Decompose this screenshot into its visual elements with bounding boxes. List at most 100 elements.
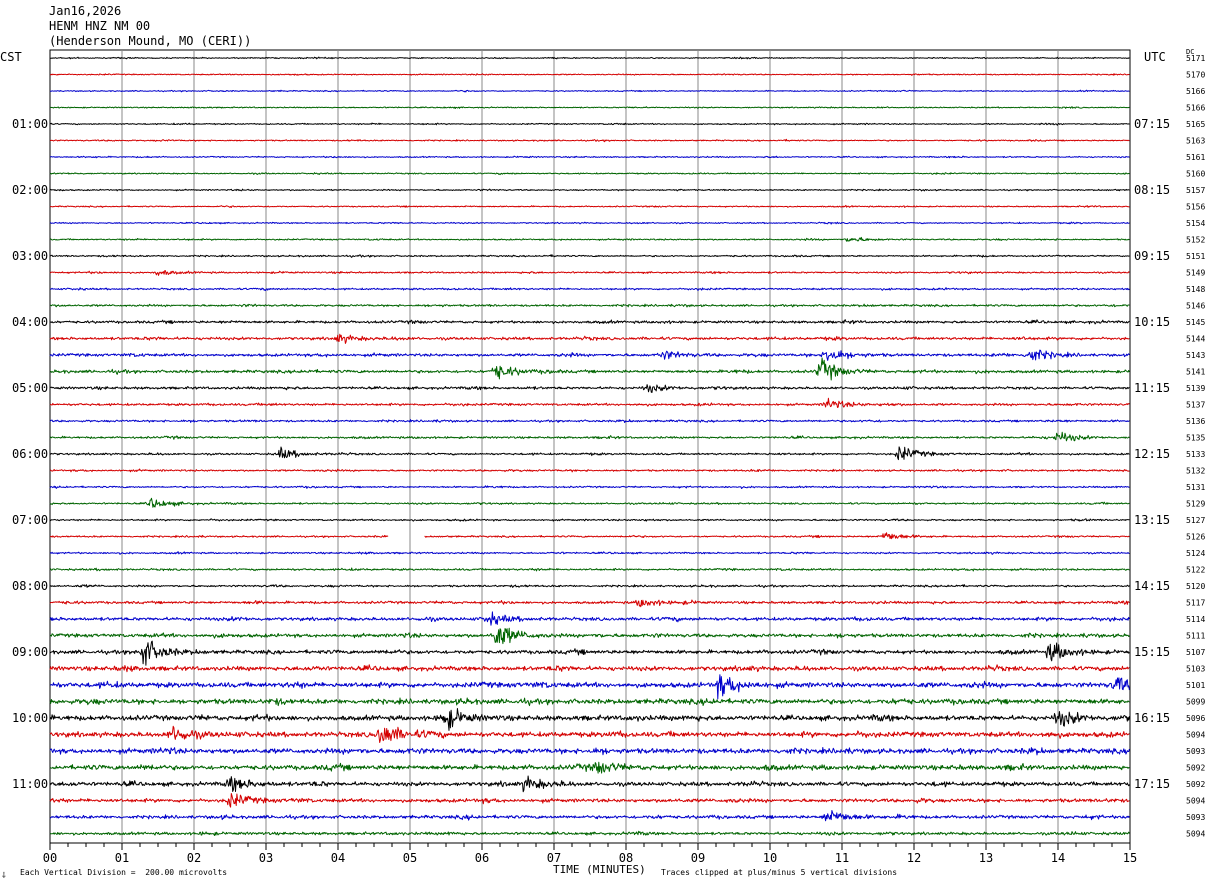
x-tick-label: 07: [547, 851, 561, 865]
x-tick-label: 14: [1051, 851, 1065, 865]
dc-offset-label: 5136: [1186, 417, 1205, 426]
trace-row: [49, 810, 1130, 822]
x-tick-label: 11: [835, 851, 849, 865]
trace-row: [49, 468, 1130, 473]
x-tick-label: 00: [43, 851, 57, 865]
plot-frame: [49, 49, 1131, 844]
clip-note: Traces clipped at plus/minus 5 vertical …: [661, 868, 898, 877]
dc-offset-label: 5093: [1186, 747, 1205, 756]
dc-offset-label: 5160: [1186, 170, 1205, 179]
trace-row: [49, 56, 1130, 60]
x-tick-label: 12: [907, 851, 921, 865]
left-timezone-label: CST: [0, 50, 22, 64]
trace-row: [49, 775, 1130, 793]
dc-offset-label: 5094: [1186, 731, 1205, 740]
station-channel: HENM HNZ NM 00: [49, 19, 151, 33]
trace-row: [49, 567, 1130, 572]
trace-row: [49, 333, 1130, 344]
dc-offset-label: 5149: [1186, 269, 1205, 278]
dc-offset-label: 5124: [1186, 549, 1205, 558]
dc-offset-label: 5154: [1186, 219, 1205, 228]
dc-offset-label: 5146: [1186, 302, 1205, 311]
x-tick-label: 04: [331, 851, 345, 865]
station-location: (Henderson Mound, MO (CERI)): [49, 34, 252, 48]
trace-row: [49, 497, 1130, 508]
dc-offset-label: 5166: [1186, 87, 1205, 96]
right-hour-label: 15:15: [1134, 645, 1170, 659]
left-hour-label: 01:00: [12, 117, 48, 131]
trace-row: [49, 155, 1130, 159]
trace-row: [49, 697, 1130, 707]
dc-offset-label: 5157: [1186, 186, 1205, 195]
station-date: Jan16,2026: [49, 4, 122, 18]
right-timezone-label: UTC: [1144, 50, 1166, 64]
trace-row: [49, 236, 1130, 242]
trace-row: [50, 303, 1130, 308]
right-hour-label: 08:15: [1134, 183, 1170, 197]
dc-offset-label: 5170: [1186, 71, 1205, 80]
trace-row: [49, 188, 1130, 192]
dc-offset-label: 5145: [1186, 318, 1205, 327]
dc-offset-label: 5120: [1186, 582, 1205, 591]
trace-row: [49, 627, 1130, 645]
dc-offset-label: 5129: [1186, 500, 1205, 509]
trace-row: [50, 106, 1130, 109]
dc-offset-label: 5152: [1186, 236, 1205, 245]
trace-row: [49, 747, 1130, 756]
x-tick-label: 08: [619, 851, 633, 865]
dc-offset-label: 5094: [1186, 797, 1205, 806]
trace-row: [49, 204, 1130, 208]
dc-offset-label: 5111: [1186, 632, 1205, 641]
trace-row: [49, 664, 1130, 673]
trace-row: [49, 611, 1130, 626]
trace-row: [50, 357, 1130, 381]
trace-row: [49, 725, 1130, 743]
trace-row: [49, 287, 1130, 292]
x-tick-label: 03: [259, 851, 273, 865]
dc-offset-label: 5099: [1186, 698, 1205, 707]
left-hour-label: 02:00: [12, 183, 48, 197]
right-hour-label: 16:15: [1134, 711, 1170, 725]
dc-offset-label: 5165: [1186, 120, 1205, 129]
trace-row: [49, 793, 1130, 808]
right-hour-label: 14:15: [1134, 579, 1170, 593]
dc-offset-label: 5163: [1186, 137, 1205, 146]
dc-offset-label: 5161: [1186, 153, 1205, 162]
trace-row: [49, 270, 1130, 276]
dc-offset-label: 5171: [1186, 54, 1205, 63]
trace-row: [49, 584, 1130, 589]
x-axis-title: TIME (MINUTES): [553, 863, 646, 876]
trace-row: [49, 349, 1130, 361]
x-tick-label: 09: [691, 851, 705, 865]
dc-offset-label: 5103: [1186, 665, 1205, 674]
right-hour-label: 07:15: [1134, 117, 1170, 131]
trace-row: [49, 551, 1130, 555]
right-hour-label: 12:15: [1134, 447, 1170, 461]
dc-offset-label: 5139: [1186, 384, 1205, 393]
trace-row: [49, 708, 1130, 731]
trace-row: [49, 532, 1130, 540]
dc-offset-label: 5141: [1186, 368, 1205, 377]
trace-row: [49, 485, 1130, 489]
dc-label: DC: [1186, 48, 1195, 56]
trace-row: [49, 384, 1130, 393]
trace-row: [49, 254, 1130, 258]
trace-row: [49, 172, 1130, 176]
dc-offset-label: 5122: [1186, 566, 1205, 575]
x-tick-label: 01: [115, 851, 129, 865]
right-hour-label: 09:15: [1134, 249, 1170, 263]
dc-offset-label: 5096: [1186, 714, 1205, 723]
x-tick-label: 06: [475, 851, 489, 865]
dc-offset-label: 5107: [1186, 648, 1205, 657]
dc-offset-label: 5127: [1186, 516, 1205, 525]
trace-row: [49, 419, 1130, 423]
x-tick-label: 02: [187, 851, 201, 865]
dc-offset-label: 5126: [1186, 533, 1205, 542]
trace-row: [49, 122, 1130, 126]
x-tick-label: 10: [763, 851, 777, 865]
right-hour-label: 13:15: [1134, 513, 1170, 527]
dc-offset-label: 5133: [1186, 450, 1205, 459]
trace-row: [49, 397, 1130, 408]
dc-offset-label: 5151: [1186, 252, 1205, 261]
left-hour-label: 10:00: [12, 711, 48, 725]
